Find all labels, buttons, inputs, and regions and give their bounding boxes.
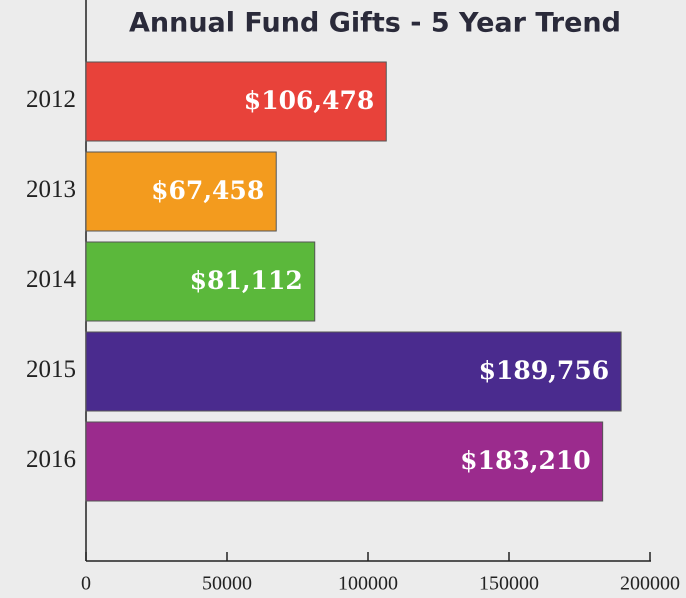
x-tick-label: 150000 xyxy=(479,573,539,595)
x-tick-label: 0 xyxy=(81,573,91,595)
y-tick-label: 2013 xyxy=(26,176,76,203)
value-label: $106,478 xyxy=(244,86,374,115)
y-tick-label: 2016 xyxy=(26,446,76,473)
y-tick-label: 2014 xyxy=(26,266,77,293)
chart-title: Annual Fund Gifts - 5 Year Trend xyxy=(129,8,621,39)
x-tick-label: 50000 xyxy=(202,573,252,595)
y-tick-label: 2015 xyxy=(26,356,76,383)
value-label: $183,210 xyxy=(460,446,590,475)
x-tick-label: 100000 xyxy=(338,573,398,595)
bar xyxy=(85,61,387,142)
value-label: $189,756 xyxy=(479,356,609,385)
value-label: $67,458 xyxy=(151,176,264,205)
bar xyxy=(85,331,622,412)
bar xyxy=(85,241,316,322)
bar xyxy=(85,421,604,502)
bar xyxy=(85,151,277,232)
value-label: $81,112 xyxy=(190,266,303,295)
y-tick-label: 2012 xyxy=(26,86,76,113)
x-tick-label: 200000 xyxy=(620,573,680,595)
